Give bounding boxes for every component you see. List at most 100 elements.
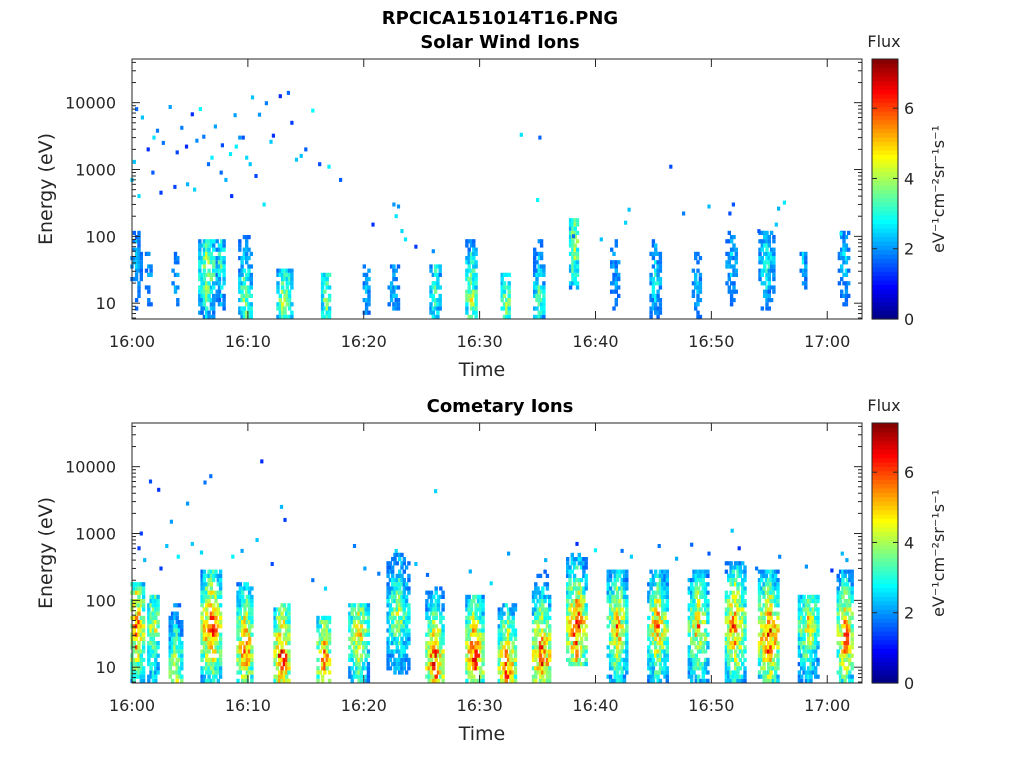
flux-cell — [615, 603, 620, 608]
flux-cell — [350, 657, 354, 662]
flux-cell — [618, 653, 622, 658]
flux-cell — [474, 653, 478, 658]
flux-point — [403, 237, 408, 242]
flux-cell — [200, 636, 204, 641]
flux-cell — [625, 641, 629, 646]
flux-burst — [687, 569, 710, 683]
flux-cell — [538, 603, 543, 608]
flux-cell — [850, 662, 854, 667]
flux-cell — [243, 653, 247, 658]
flux-cell — [205, 653, 209, 658]
flux-cell — [765, 306, 769, 311]
flux-cell — [173, 670, 177, 675]
flux-cell — [738, 573, 742, 578]
flux-cell — [151, 636, 156, 641]
flux-cell — [175, 636, 179, 641]
flux-cell — [287, 628, 291, 633]
flux-cell — [537, 285, 541, 290]
flux-cell — [538, 645, 543, 650]
flux-cell — [651, 611, 656, 616]
flux-cell — [566, 620, 570, 625]
flux-cell — [469, 674, 474, 679]
flux-cell — [176, 260, 180, 265]
flux-point — [195, 138, 199, 143]
flux-cell — [245, 615, 249, 620]
flux-point — [186, 501, 190, 506]
flux-cell — [763, 235, 767, 240]
flux-cell — [614, 285, 618, 290]
flux-cell — [690, 620, 694, 625]
flux-cell — [273, 653, 277, 658]
flux-point — [257, 112, 262, 117]
flux-cell — [141, 666, 146, 671]
flux-cell — [425, 603, 429, 608]
flux-cell — [736, 607, 740, 612]
flux-cell — [732, 243, 736, 248]
flux-cell — [582, 628, 586, 633]
flux-cell — [431, 314, 435, 319]
flux-cell — [743, 666, 747, 671]
flux-cell — [687, 628, 691, 633]
flux-cell — [479, 611, 483, 616]
flux-cell — [469, 306, 474, 311]
flux-cell — [658, 582, 663, 587]
flux-cell — [465, 239, 469, 244]
flux-cell — [388, 561, 393, 566]
flux-cell — [472, 632, 476, 637]
flux-cell — [472, 662, 476, 667]
flux-cell — [836, 611, 840, 616]
flux-cell — [170, 653, 175, 658]
flux-cell — [398, 632, 402, 637]
flux-burst — [130, 582, 146, 683]
flux-cell — [407, 578, 411, 583]
flux-cell — [137, 645, 141, 650]
flux-cell — [137, 641, 141, 646]
flux-cell — [205, 607, 209, 612]
flux-cell — [249, 277, 253, 282]
flux-cell — [398, 578, 402, 583]
colorbar-strip — [872, 518, 898, 524]
flux-cell — [656, 314, 660, 319]
flux-cell — [241, 615, 245, 620]
flux-cell — [362, 607, 366, 612]
flux-cell — [736, 590, 740, 595]
flux-cell — [156, 632, 160, 637]
flux-point — [137, 546, 141, 551]
flux-cell — [736, 674, 740, 679]
flux-burst — [168, 603, 184, 683]
flux-cell — [534, 586, 538, 591]
flux-cell — [200, 674, 204, 679]
flux-cell — [285, 678, 289, 683]
flux-cell — [534, 636, 538, 641]
flux-cell — [465, 277, 469, 282]
flux-cell — [218, 590, 223, 595]
flux-cell — [170, 649, 175, 654]
flux-cell — [776, 678, 780, 683]
flux-cell — [469, 611, 474, 616]
flux-cell — [151, 594, 156, 599]
flux-cell — [362, 649, 366, 654]
flux-cell — [772, 235, 776, 240]
flux-cell — [273, 620, 277, 625]
flux-cell — [207, 578, 211, 583]
flux-cell — [613, 586, 617, 591]
flux-cell — [366, 632, 371, 637]
flux-cell — [364, 310, 369, 315]
flux-cell — [764, 599, 769, 604]
flux-cell — [283, 298, 287, 303]
flux-cell — [218, 641, 223, 646]
flux-cell — [769, 569, 773, 574]
flux-point — [839, 231, 843, 236]
flux-cell — [236, 653, 240, 658]
flux-cell — [760, 243, 764, 248]
flux-cell — [402, 628, 406, 633]
flux-cell — [280, 277, 285, 282]
flux-cell — [287, 289, 292, 294]
flux-cell — [541, 674, 545, 679]
flux-point — [593, 548, 598, 553]
flux-cell — [725, 251, 729, 256]
flux-cell — [209, 624, 214, 629]
flux-cell — [734, 662, 738, 667]
flux-cell — [316, 615, 320, 620]
flux-cell — [207, 599, 211, 604]
